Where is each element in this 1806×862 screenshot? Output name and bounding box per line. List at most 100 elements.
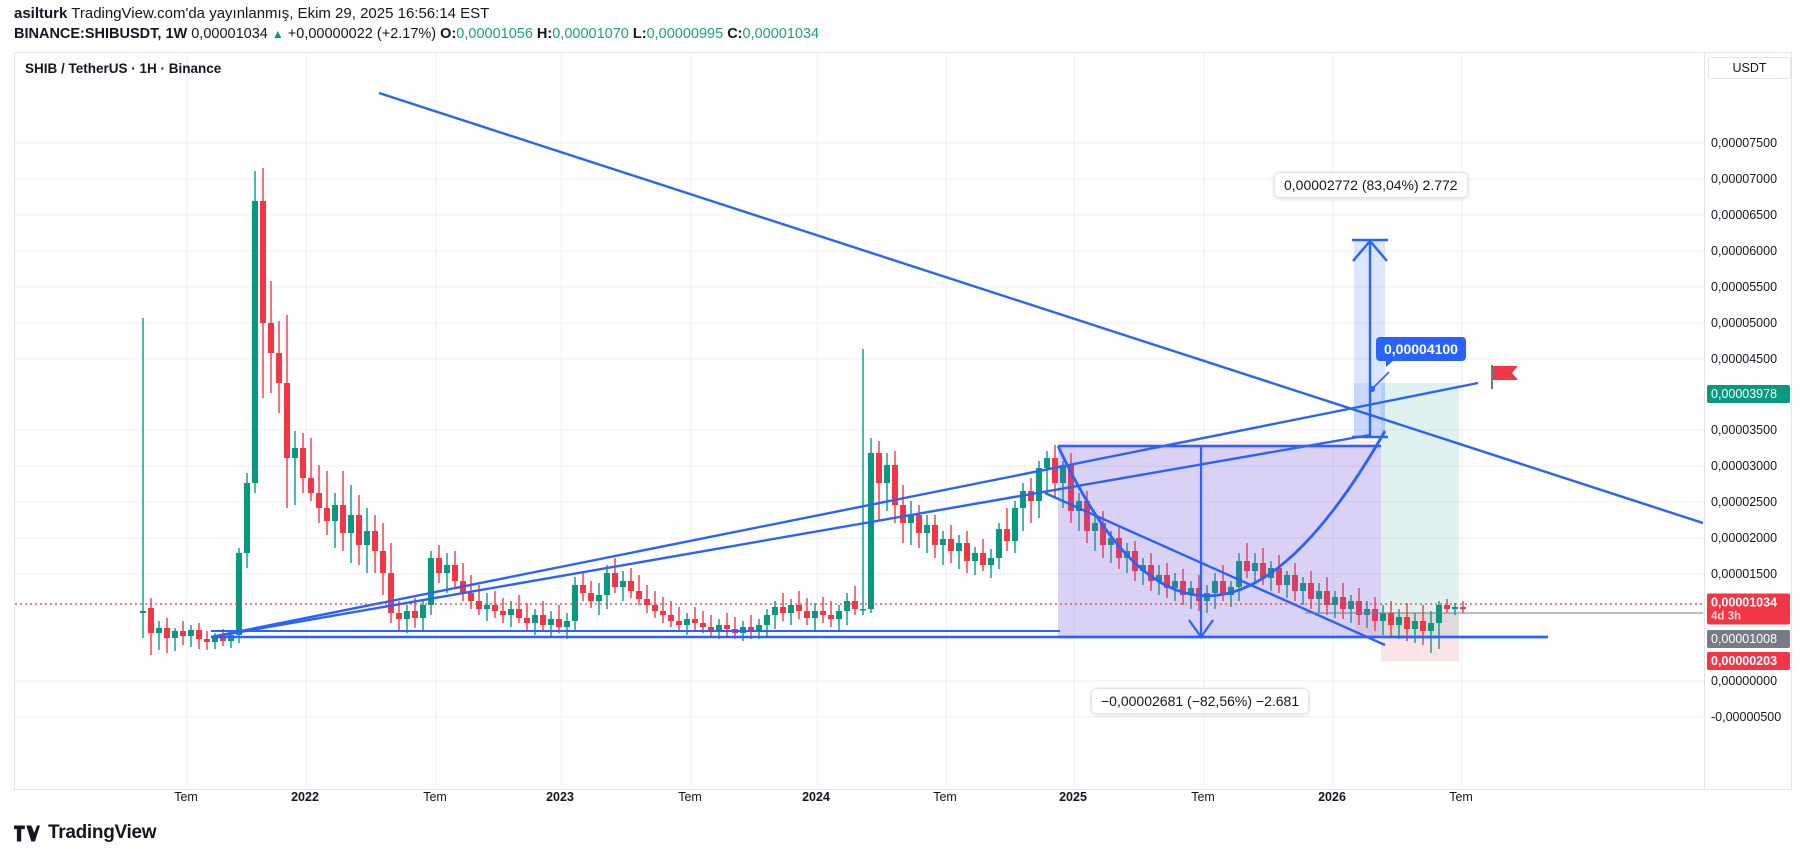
candle-body	[988, 558, 994, 565]
candle-body	[1444, 605, 1450, 609]
consolidation-rectangle[interactable]	[1058, 446, 1381, 637]
candle-body	[484, 605, 490, 609]
time-scale[interactable]: Tem 2022 Tem 2023 Tem 2024 Tem 2025 Tem 2026 Tem	[14, 790, 1792, 816]
time-tick: Tem	[1191, 790, 1215, 804]
candle-body	[604, 573, 610, 595]
candle-body	[1140, 565, 1146, 571]
candle-body	[1276, 568, 1282, 585]
candle-body	[900, 505, 906, 523]
candle-body	[540, 615, 546, 625]
chart-frame[interactable]: SHIB / TetherUS · 1H · Binance 0,0000277…	[14, 52, 1792, 790]
candle-body	[588, 593, 594, 601]
candle-body	[292, 448, 298, 458]
chart-plot-area[interactable]	[15, 53, 1703, 789]
quote-change: +0,00000022 (+2.17%)	[287, 26, 437, 42]
price-badge-value: 0,00001034	[1711, 595, 1778, 610]
candle-body	[236, 553, 242, 635]
candle-body	[316, 493, 322, 508]
price-tick: 0,00004500	[1711, 352, 1778, 366]
candle-body	[708, 627, 714, 631]
open-key: O:	[440, 26, 457, 42]
red-flag-icon[interactable]	[1493, 366, 1518, 380]
candle-body	[140, 611, 146, 613]
candle-body	[1412, 621, 1418, 629]
candle-body	[260, 201, 266, 323]
candle-body	[1404, 617, 1410, 629]
price-badge-countdown: 4d 3h	[1711, 610, 1742, 623]
candle-body	[820, 611, 826, 615]
candle-body	[1420, 621, 1426, 631]
candle-body	[148, 608, 154, 633]
chart-canvas[interactable]	[15, 53, 1703, 789]
time-tick: 2025	[1059, 790, 1087, 804]
candle-body	[1364, 609, 1370, 615]
candle-body	[652, 605, 658, 611]
candle-body	[948, 539, 954, 551]
time-tick: 2022	[291, 790, 319, 804]
candle-body	[444, 565, 450, 573]
candle-body	[204, 639, 210, 642]
entry-price-label[interactable]: 0,00004100	[1376, 337, 1466, 367]
candle-body	[1300, 583, 1306, 591]
candle-body	[532, 615, 538, 623]
parabolic-cup-curve[interactable]	[1056, 430, 1387, 598]
stop-annotation-label[interactable]: −0,00002681 (−82,56%) −2.681	[1091, 688, 1310, 714]
time-scale-divider	[14, 789, 1792, 790]
quote-line: BINANCE:SHIBUSDT, 1W 0,00001034 ▲ +0,000…	[14, 26, 819, 42]
ascending-support-line[interactable]	[210, 381, 1479, 639]
candle-body	[764, 615, 770, 625]
candle-body	[876, 453, 882, 483]
candle-body	[884, 465, 890, 483]
candle-body	[1380, 613, 1386, 621]
candle-body	[660, 611, 666, 615]
price-tick: 0,00006000	[1711, 244, 1778, 258]
candle-body	[980, 553, 986, 565]
price-tick: 0,00000000	[1711, 674, 1778, 688]
candle-body	[772, 607, 778, 615]
descending-resistance-line[interactable]	[378, 91, 1703, 525]
candle-body	[372, 531, 378, 551]
candle-body	[996, 529, 1002, 558]
price-badge-value: 0,00003978	[1711, 387, 1778, 401]
price-badge-red[interactable]: 0,00001034 4d 3h	[1707, 593, 1790, 625]
drawing-tools[interactable]	[15, 91, 1703, 647]
attribution-user: asilturk	[14, 5, 68, 22]
target-annotation-label[interactable]: 0,00002772 (83,04%) 2.772	[1274, 172, 1468, 198]
inner-descending-line[interactable]	[1044, 491, 1386, 647]
attribution-text: asilturk TradingView.com'da yayınlanmış,…	[14, 5, 489, 22]
candle-body	[1348, 601, 1354, 609]
candle-body	[1332, 597, 1338, 605]
candle-body	[284, 383, 290, 458]
candle-body	[676, 621, 682, 625]
candle-body	[188, 630, 194, 636]
candle-body	[868, 453, 874, 609]
price-badge-green[interactable]: 0,00003978	[1707, 385, 1790, 403]
time-tick: Tem	[933, 790, 957, 804]
candle-body	[1436, 605, 1442, 623]
candle-body	[1060, 465, 1066, 483]
tradingview-logo-icon	[14, 825, 40, 841]
candle-body	[620, 581, 626, 587]
candle-body	[1340, 597, 1346, 609]
candle-body	[1212, 581, 1218, 593]
price-scale[interactable]: USDT 0,00007500 0,00007000 0,00006500 0,000…	[1704, 53, 1791, 789]
ascending-support-line-2[interactable]	[210, 433, 1371, 639]
attribution-detail: TradingView.com'da yayınlanmış, Ekim 29,…	[67, 5, 490, 22]
candle-body	[1148, 565, 1154, 581]
price-badge-grey[interactable]: 0,00001008	[1707, 630, 1790, 648]
candle-body	[1076, 501, 1082, 511]
price-tick: 0,00005000	[1711, 316, 1778, 330]
candle-body	[468, 593, 474, 601]
candle-body	[780, 607, 786, 613]
price-tick: 0,00003000	[1711, 459, 1778, 473]
candle-body	[1460, 607, 1466, 609]
price-badge-red2[interactable]: 0,00000203	[1707, 652, 1790, 670]
candle-body	[1052, 458, 1058, 483]
candle-body	[724, 625, 730, 629]
candle-body	[308, 478, 314, 493]
candle-body	[156, 628, 162, 633]
time-tick: 2023	[546, 790, 574, 804]
open-value: 0,00001056	[456, 26, 533, 42]
candle-body	[300, 448, 306, 478]
high-value: 0,00001070	[552, 26, 629, 42]
